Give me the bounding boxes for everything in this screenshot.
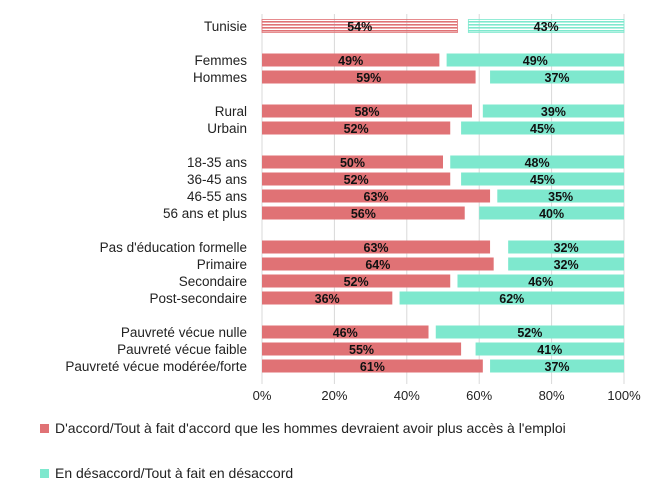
data-label-agree: 54%	[347, 20, 372, 34]
category-label: 18-35 ans	[187, 155, 247, 170]
x-tick-label: 20%	[321, 388, 347, 403]
x-tick-label: 80%	[539, 388, 565, 403]
bar-agree	[262, 291, 393, 305]
data-label-agree: 63%	[364, 241, 389, 255]
bar-agree	[262, 342, 462, 356]
legend-swatch-agree	[40, 424, 49, 433]
x-tick-label: 0%	[253, 388, 272, 403]
bar-disagree	[479, 206, 624, 220]
category-label: Secondaire	[179, 274, 247, 289]
bar-agree	[262, 70, 476, 84]
data-label-disagree: 41%	[537, 343, 562, 357]
category-label: 56 ans et plus	[163, 206, 247, 221]
data-label-disagree: 35%	[548, 190, 573, 204]
bar-series	[261, 19, 625, 373]
bar-agree	[262, 359, 483, 373]
data-label-agree: 59%	[356, 71, 381, 85]
category-label: Pauvreté vécue faible	[117, 342, 247, 357]
data-labels: 54% 43% 49% 49% 59% 37% 58% 39% 52% 45% 50% 48% 52% 4…	[315, 20, 579, 374]
x-axis-ticks: 0% 20% 40% 60% 80% 100%	[253, 388, 641, 403]
bar-disagree	[399, 291, 624, 305]
legend-swatch-disagree	[40, 469, 49, 478]
bar-disagree	[457, 274, 624, 288]
bar-disagree	[508, 240, 624, 254]
category-label: 46-55 ans	[187, 189, 247, 204]
category-label: Post-secondaire	[149, 291, 247, 306]
bar-disagree	[461, 172, 624, 186]
bar-chart: Tunisie Femmes Hommes Rural Urbain 18-35 ans 3…	[65, 14, 641, 403]
data-label-agree: 56%	[351, 207, 376, 221]
bar-agree	[262, 240, 491, 254]
legend-item-agree: D'accord/Tout à fait d'accord que les ho…	[40, 418, 640, 438]
data-label-disagree: 32%	[554, 241, 579, 255]
bar-disagree	[497, 189, 624, 203]
legend-item-disagree: En désaccord/Tout à fait en désaccord	[40, 463, 640, 483]
bar-agree	[262, 325, 429, 339]
bar-agree	[262, 121, 451, 135]
data-label-agree: 63%	[364, 190, 389, 204]
bar-agree	[262, 274, 451, 288]
data-label-disagree: 45%	[530, 173, 555, 187]
bar-disagree	[467, 19, 625, 33]
category-label: Hommes	[193, 70, 247, 85]
category-label: Pas d'éducation formelle	[100, 240, 247, 255]
data-label-agree: 58%	[354, 105, 379, 119]
legend-label-agree: D'accord/Tout à fait d'accord que les ho…	[55, 420, 566, 436]
category-label: Urbain	[207, 121, 247, 136]
data-label-disagree: 32%	[554, 258, 579, 272]
data-label-disagree: 40%	[539, 207, 564, 221]
category-label: Pauvreté vécue nulle	[121, 325, 247, 340]
data-label-agree: 52%	[344, 122, 369, 136]
bar-agree	[262, 104, 472, 118]
data-label-agree: 52%	[344, 173, 369, 187]
bar-disagree	[435, 325, 624, 339]
data-label-agree: 46%	[333, 326, 358, 340]
data-label-agree: 36%	[315, 292, 340, 306]
category-label: Tunisie	[204, 19, 247, 34]
bar-disagree	[490, 359, 624, 373]
bar-disagree	[450, 155, 624, 169]
bar-agree	[262, 189, 491, 203]
data-label-disagree: 45%	[530, 122, 555, 136]
data-label-disagree: 49%	[523, 54, 548, 68]
category-label: Pauvreté vécue modérée/forte	[65, 359, 247, 374]
data-label-disagree: 43%	[534, 20, 559, 34]
bar-agree	[262, 53, 440, 67]
bar-disagree	[490, 70, 624, 84]
bar-agree	[261, 19, 458, 33]
data-label-disagree: 39%	[541, 105, 566, 119]
data-label-agree: 52%	[344, 275, 369, 289]
bar-disagree	[461, 121, 624, 135]
bar-disagree	[508, 257, 624, 271]
bar-disagree	[446, 53, 624, 67]
category-label: Rural	[215, 104, 247, 119]
bar-disagree	[482, 104, 624, 118]
bar-disagree	[475, 342, 624, 356]
legend-label-disagree: En désaccord/Tout à fait en désaccord	[55, 465, 294, 481]
category-label: 36-45 ans	[187, 172, 247, 187]
data-label-disagree: 46%	[528, 275, 553, 289]
category-label: Femmes	[194, 53, 247, 68]
data-label-disagree: 48%	[525, 156, 550, 170]
x-tick-label: 60%	[466, 388, 492, 403]
data-label-agree: 55%	[349, 343, 374, 357]
data-label-disagree: 37%	[545, 71, 570, 85]
data-label-disagree: 52%	[517, 326, 542, 340]
bar-agree	[262, 257, 494, 271]
data-label-agree: 50%	[340, 156, 365, 170]
data-label-agree: 64%	[365, 258, 390, 272]
bar-agree	[262, 155, 443, 169]
x-tick-label: 40%	[394, 388, 420, 403]
category-labels: Tunisie Femmes Hommes Rural Urbain 18-35 ans 3…	[65, 19, 247, 374]
bar-agree	[262, 206, 465, 220]
bar-agree	[262, 172, 451, 186]
category-label: Primaire	[197, 257, 247, 272]
data-label-disagree: 37%	[545, 360, 570, 374]
data-label-agree: 49%	[338, 54, 363, 68]
data-label-agree: 61%	[360, 360, 385, 374]
x-tick-label: 100%	[607, 388, 641, 403]
data-label-disagree: 62%	[499, 292, 524, 306]
